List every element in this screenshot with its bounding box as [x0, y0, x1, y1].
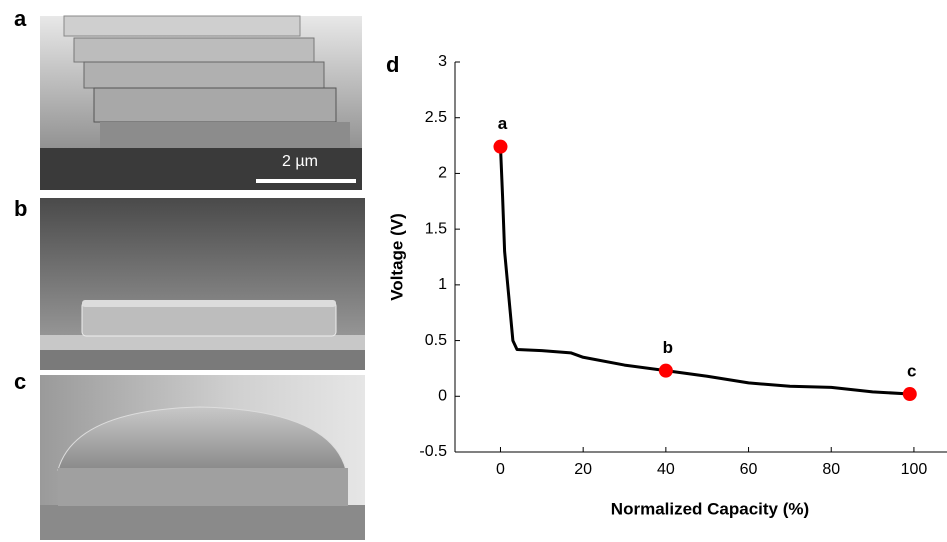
sem-image-a: 2 µm	[40, 15, 362, 190]
marker-label: c	[907, 362, 916, 381]
y-tick-label: 3	[438, 53, 447, 70]
marker	[902, 387, 917, 402]
y-tick-label: 2	[438, 165, 447, 182]
sem-image-c	[40, 375, 365, 540]
panel-label: c	[14, 369, 26, 394]
scale-bar-label: 2 µm	[282, 153, 318, 170]
x-tick-label: 0	[496, 461, 505, 478]
y-axis-label: Voltage (V)	[387, 213, 406, 301]
sem-image-b	[40, 198, 365, 370]
x-tick-label: 60	[740, 461, 758, 478]
marker-label: a	[498, 114, 508, 133]
line	[498, 146, 910, 396]
x-tick-label: 80	[822, 461, 840, 478]
panel-label: b	[14, 196, 27, 221]
panel-label: d	[386, 52, 399, 77]
y-tick-label: 1.5	[425, 220, 447, 237]
y-tick-label: 0	[438, 388, 447, 405]
y-tick-label: 0.5	[425, 332, 447, 349]
marker-label: b	[663, 338, 673, 357]
x-axis-label: Normalized Capacity (%)	[611, 499, 809, 518]
y-tick-label: 2.5	[425, 109, 447, 126]
x-tick-label: 40	[657, 461, 675, 478]
y-tick-label: 1	[438, 276, 447, 293]
marker	[658, 363, 673, 378]
y-tick-label: -0.5	[419, 443, 447, 460]
panel-label: a	[14, 6, 27, 31]
x-tick-label: 20	[574, 461, 592, 478]
marker	[493, 139, 508, 154]
x-tick-label: 100	[901, 461, 928, 478]
